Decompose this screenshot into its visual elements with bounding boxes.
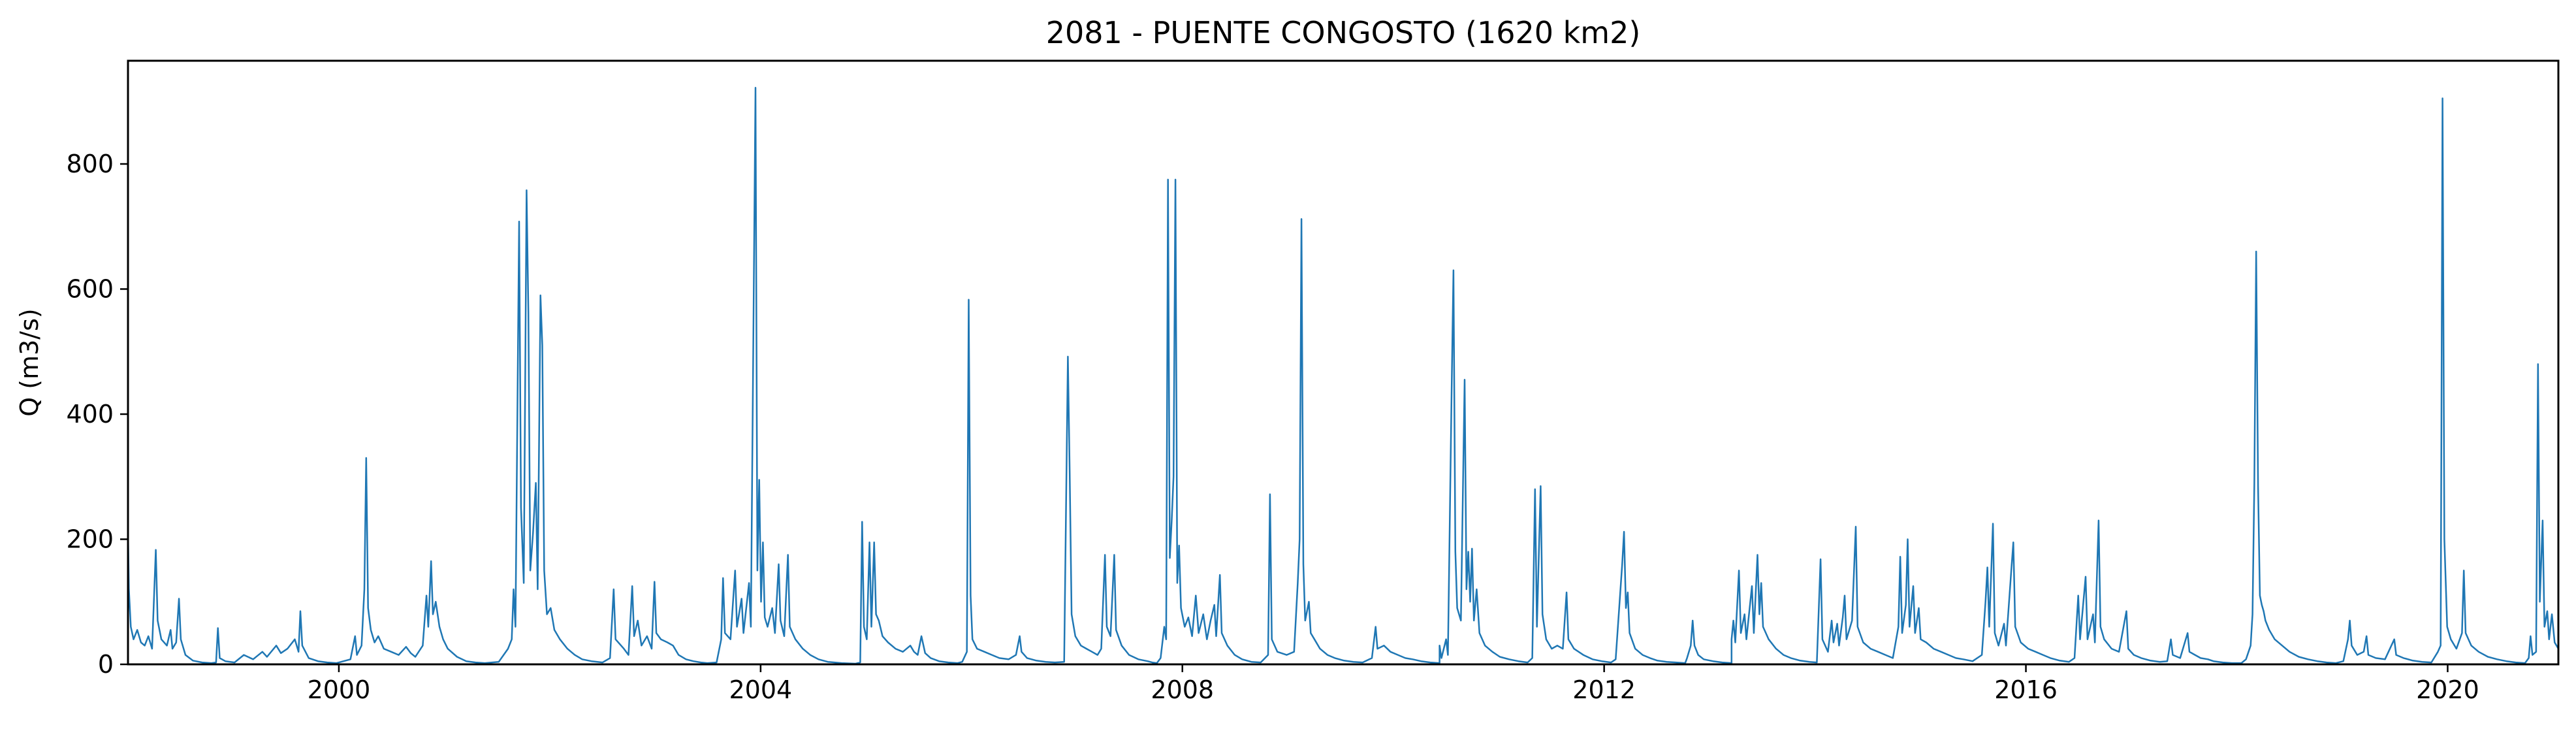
y-tick-label: 0 xyxy=(98,650,114,679)
x-tick-label: 2012 xyxy=(1572,675,1636,704)
plot-area xyxy=(128,86,2558,664)
chart-title: 2081 - PUENTE CONGOSTO (1620 km2) xyxy=(1046,15,1641,50)
x-tick-label: 2004 xyxy=(729,675,792,704)
y-tick-label: 400 xyxy=(66,400,114,429)
x-tick-label: 2008 xyxy=(1151,675,1214,704)
series-line-q xyxy=(128,86,2558,664)
y-tick-label: 800 xyxy=(66,150,114,178)
x-tick-label: 2016 xyxy=(1994,675,2058,704)
x-tick-label: 2020 xyxy=(2416,675,2479,704)
axes-frame xyxy=(127,59,2560,666)
y-tick-label: 200 xyxy=(66,525,114,553)
y-axis-title: Q (m3/s) xyxy=(15,308,44,416)
x-tick-label: 2000 xyxy=(308,675,371,704)
x-axis: 2000 2004 2008 2012 2016 2020 xyxy=(308,664,2479,704)
y-tick-label: 600 xyxy=(66,274,114,303)
y-axis: 0 200 400 600 800 xyxy=(66,150,128,679)
